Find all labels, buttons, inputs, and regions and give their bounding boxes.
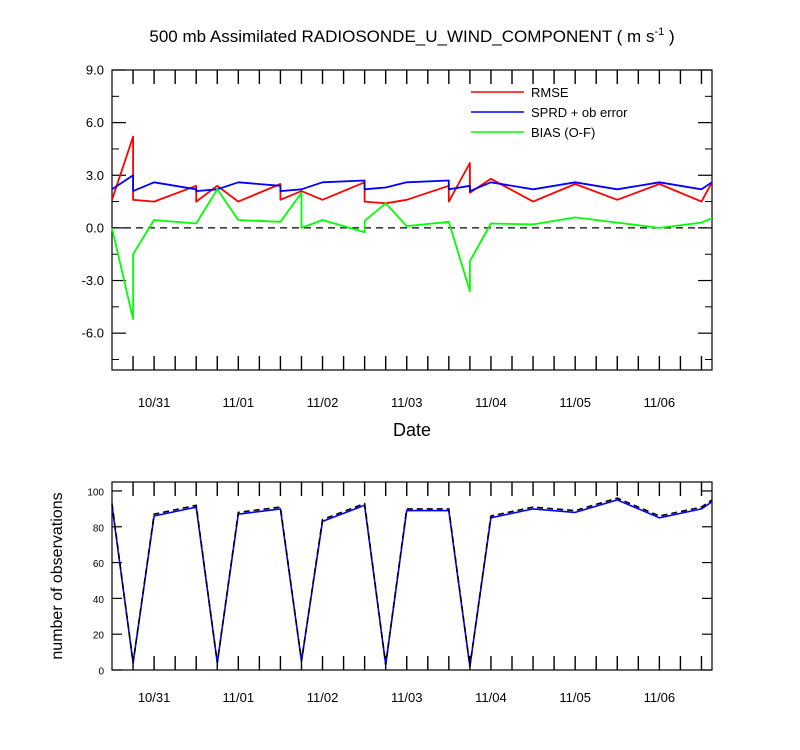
top-x-tick-label: 11/05 xyxy=(559,395,591,410)
top-x-tick-label: 11/02 xyxy=(307,395,339,410)
bottom-y-tick-label: 80 xyxy=(93,523,105,534)
top-plot-frame xyxy=(111,69,713,371)
legend-label-sprd: SPRD + ob error xyxy=(531,105,628,120)
bottom-y-tick-label: 100 xyxy=(87,487,104,498)
legend: RMSE SPRD + ob error BIAS (O-F) xyxy=(471,85,628,140)
bottom-plot-frame xyxy=(111,481,713,671)
top-x-tick-label: 10/31 xyxy=(138,395,171,410)
bottom-x-tick-label: 11/05 xyxy=(559,690,591,705)
bottom-series-solid-line xyxy=(111,499,713,668)
top-series-bias-o-f-line xyxy=(111,188,713,321)
chart-title-superscript: -1 xyxy=(654,26,664,38)
bottom-y-tick-label: 0 xyxy=(98,667,104,678)
bottom-x-axis: 10/31 11/01 11/02 11/03 11/04 11/05 11/06 xyxy=(132,482,703,705)
top-y-tick-label: 0.0 xyxy=(86,220,104,235)
wind-component-chart: 9.0 6.0 3.0 0.0 -3.0 -6.0 10/31 11/01 11/02 11/0… xyxy=(82,63,713,440)
chart-title-main: 500 mb Assimilated RADIOSONDE_U_WIND_COM… xyxy=(149,27,654,46)
bottom-y-axis: 0 20 40 60 80 100 xyxy=(87,487,712,678)
bottom-y-tick-label: 40 xyxy=(93,595,105,606)
bottom-x-tick-label: 11/03 xyxy=(391,690,423,705)
legend-label-rmse: RMSE xyxy=(531,85,569,100)
bottom-y-tick-label: 60 xyxy=(93,559,105,570)
top-y-tick-label: 3.0 xyxy=(86,168,104,183)
top-x-tick-label: 11/01 xyxy=(223,395,255,410)
top-x-tick-label: 11/04 xyxy=(475,395,507,410)
bottom-x-tick-label: 11/02 xyxy=(307,690,339,705)
y-axis-label: number of observations xyxy=(49,492,66,659)
top-x-tick-label: 11/06 xyxy=(644,395,676,410)
observation-count-chart: 0 20 40 60 80 100 10/31 11/01 11/02 11/03 11/04 11… xyxy=(49,481,713,705)
top-series-rmse-line xyxy=(111,135,713,205)
bottom-series-lines xyxy=(111,497,713,668)
top-series-lines xyxy=(111,135,713,321)
bottom-x-tick-label: 11/06 xyxy=(644,690,676,705)
bottom-series-dashed-line xyxy=(111,497,713,668)
top-x-tick-label: 11/03 xyxy=(391,395,423,410)
bottom-x-tick-label: 11/01 xyxy=(223,690,255,705)
top-series-sprd-ob-error-line xyxy=(111,174,713,193)
top-y-tick-label: 9.0 xyxy=(86,63,104,78)
bottom-x-tick-label: 10/31 xyxy=(138,690,171,705)
top-x-axis: 10/31 11/01 11/02 11/03 11/04 11/05 11/06 xyxy=(132,70,703,410)
chart-title: 500 mb Assimilated RADIOSONDE_U_WIND_COM… xyxy=(149,26,674,46)
chart-title-close: ) xyxy=(664,27,674,46)
x-axis-label: Date xyxy=(393,420,431,440)
legend-label-bias: BIAS (O-F) xyxy=(531,125,595,140)
bottom-x-tick-label: 11/04 xyxy=(475,690,507,705)
top-y-tick-label: 6.0 xyxy=(86,115,104,130)
bottom-y-tick-label: 20 xyxy=(93,631,105,642)
top-y-tick-label: -3.0 xyxy=(82,273,104,288)
top-y-tick-label: -6.0 xyxy=(82,326,104,341)
